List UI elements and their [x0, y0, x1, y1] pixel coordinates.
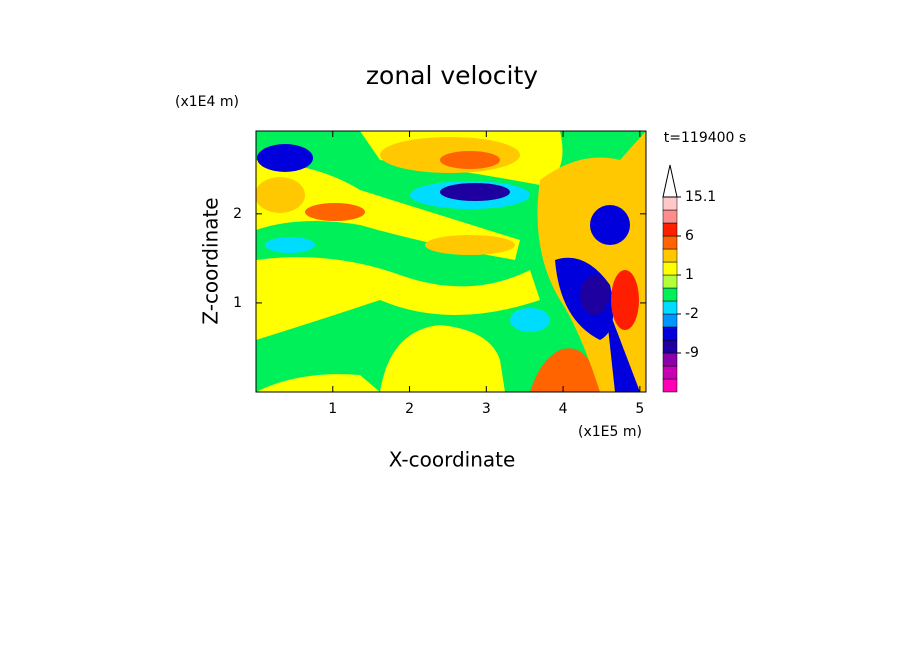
colorbar-band	[662, 339, 678, 354]
contour-patch	[256, 374, 380, 392]
y-tick-label: 2	[233, 206, 242, 222]
contour-patch	[605, 300, 640, 392]
plot-frame	[255, 130, 647, 393]
colorbar-band	[662, 326, 678, 341]
colorbar-band	[662, 313, 678, 328]
contour-patch	[256, 257, 540, 340]
colorbar-extension	[662, 164, 678, 198]
x-tick-label: 3	[482, 401, 491, 417]
colorbar-band	[662, 196, 678, 211]
colorbar-tick-label: 15.1	[685, 189, 716, 205]
colorbar-band	[662, 300, 678, 315]
contour-patch	[256, 177, 305, 213]
colorbar-band	[662, 365, 678, 380]
colorbar-band	[662, 287, 678, 302]
x-tick-label: 1	[328, 401, 337, 417]
contour-patch	[256, 160, 520, 260]
time-annotation: t=119400 s	[664, 130, 746, 146]
chart-title: zonal velocity	[366, 61, 538, 90]
contour-patch	[611, 270, 639, 330]
contour-patch	[580, 275, 610, 315]
contour-patch	[425, 235, 515, 255]
colorbar-tick-label: 1	[685, 267, 694, 283]
colorbar-band	[662, 352, 678, 367]
colorbar-band	[662, 209, 678, 224]
contour-patch	[440, 183, 510, 201]
colorbar-band	[662, 248, 678, 263]
colorbar-band	[662, 235, 678, 250]
contour-patch	[440, 151, 500, 169]
colorbar-band	[662, 261, 678, 276]
colorbar-band	[662, 222, 678, 237]
contour-patch	[510, 308, 550, 332]
colorbar-tick-label: 6	[685, 228, 694, 244]
contour-patch	[257, 144, 313, 172]
colorbar-band	[662, 378, 678, 393]
colorbar-tick-label: -2	[685, 306, 699, 322]
colorbar-tick-label: -9	[685, 345, 699, 361]
y-axis-label: Z-coordinate	[199, 197, 223, 324]
x-unit: (x1E5 m)	[578, 424, 642, 440]
contour-patch	[380, 325, 505, 392]
contour-patch	[530, 348, 600, 392]
colorbar-band	[662, 274, 678, 289]
contour-field	[256, 131, 646, 392]
contour-patch	[265, 237, 315, 253]
y-tick-label: 1	[233, 295, 242, 311]
contour-patch	[590, 205, 630, 245]
x-axis-label: X-coordinate	[389, 448, 516, 472]
y-unit: (x1E4 m)	[175, 94, 239, 110]
x-tick-label: 5	[635, 401, 644, 417]
contour-patch	[305, 203, 365, 221]
x-tick-label: 2	[405, 401, 414, 417]
x-tick-label: 4	[559, 401, 568, 417]
